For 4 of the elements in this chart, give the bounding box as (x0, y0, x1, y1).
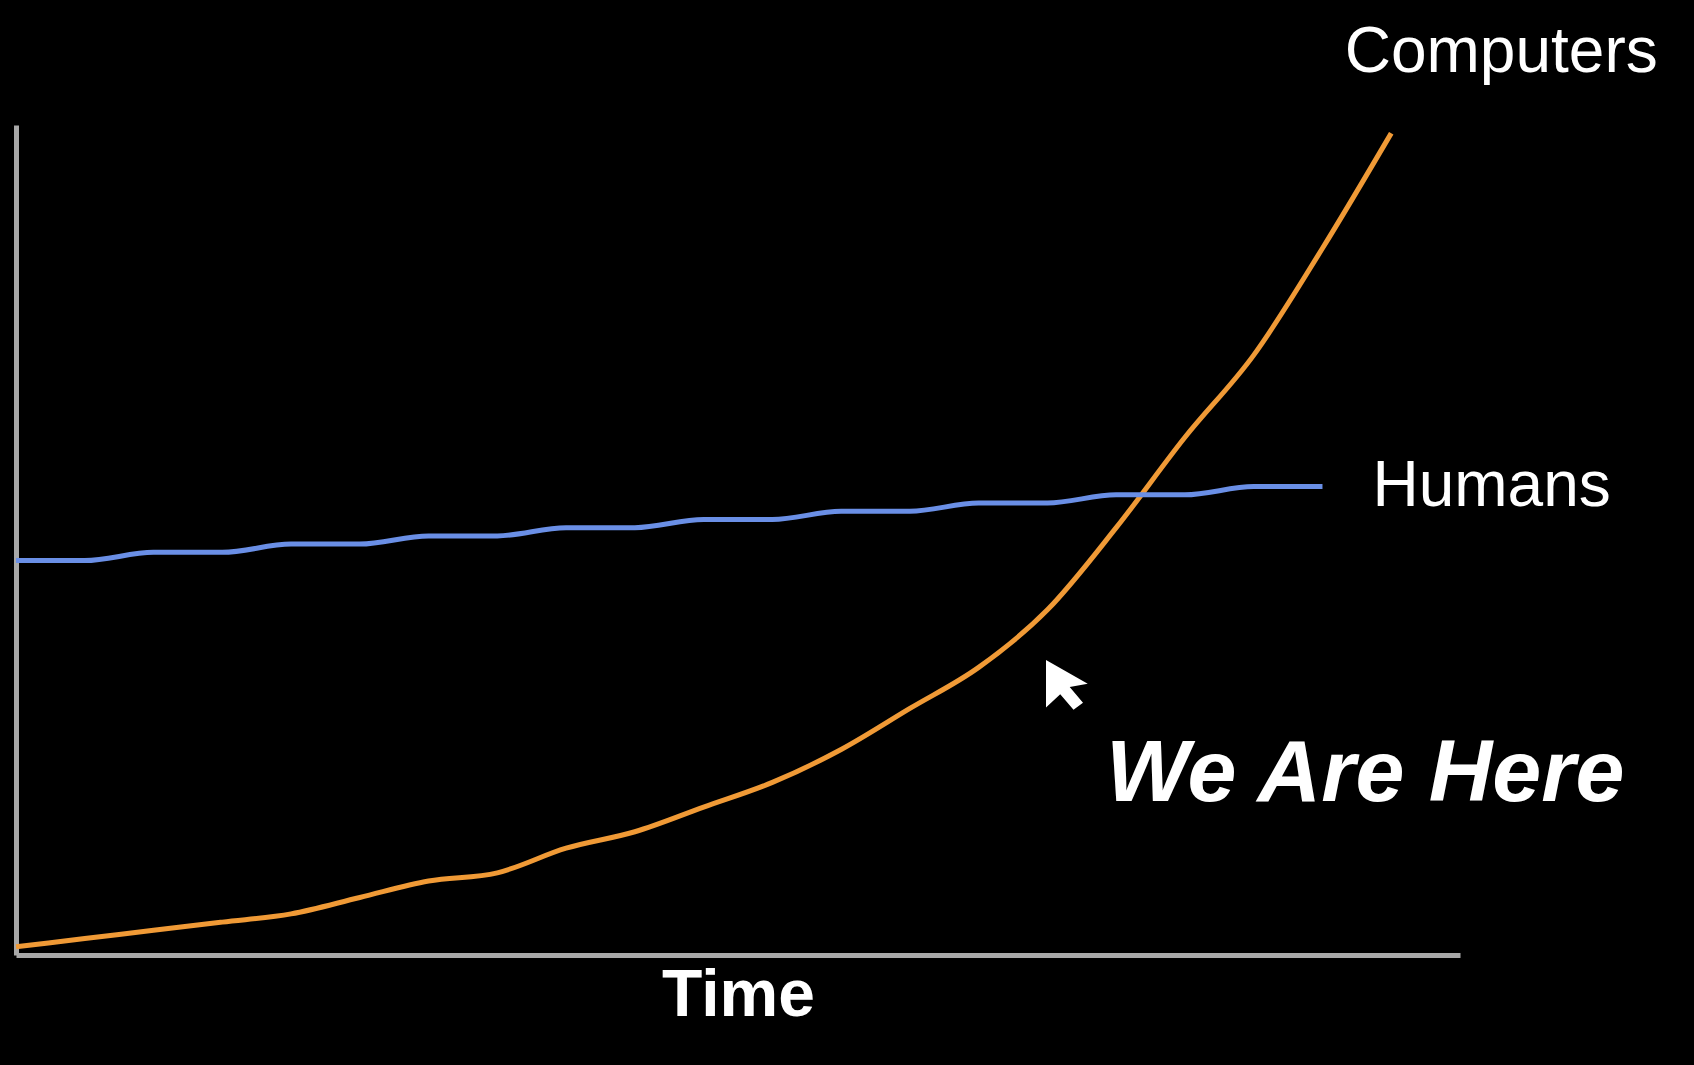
annotation: We Are Here (1106, 721, 1625, 820)
series-label: Humans (1372, 447, 1611, 520)
series-label: Computers (1344, 14, 1658, 87)
x-axis-title: Time (662, 955, 815, 1030)
